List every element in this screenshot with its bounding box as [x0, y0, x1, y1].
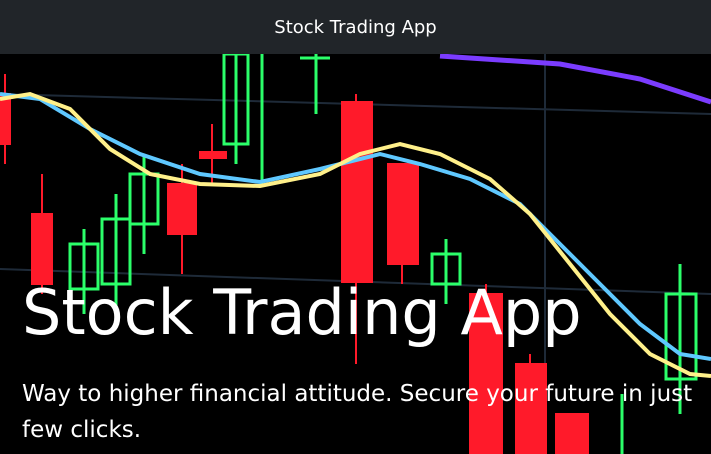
navbar: Stock Trading App — [0, 0, 711, 54]
hero-banner: Stock Trading App Way to higher financia… — [0, 54, 711, 454]
hero-title: Stock Trading App — [22, 276, 582, 349]
hero-background-chart — [0, 54, 711, 454]
hero-subtitle: Way to higher financial attitude. Secure… — [22, 381, 693, 443]
navbar-title[interactable]: Stock Trading App — [274, 16, 437, 38]
